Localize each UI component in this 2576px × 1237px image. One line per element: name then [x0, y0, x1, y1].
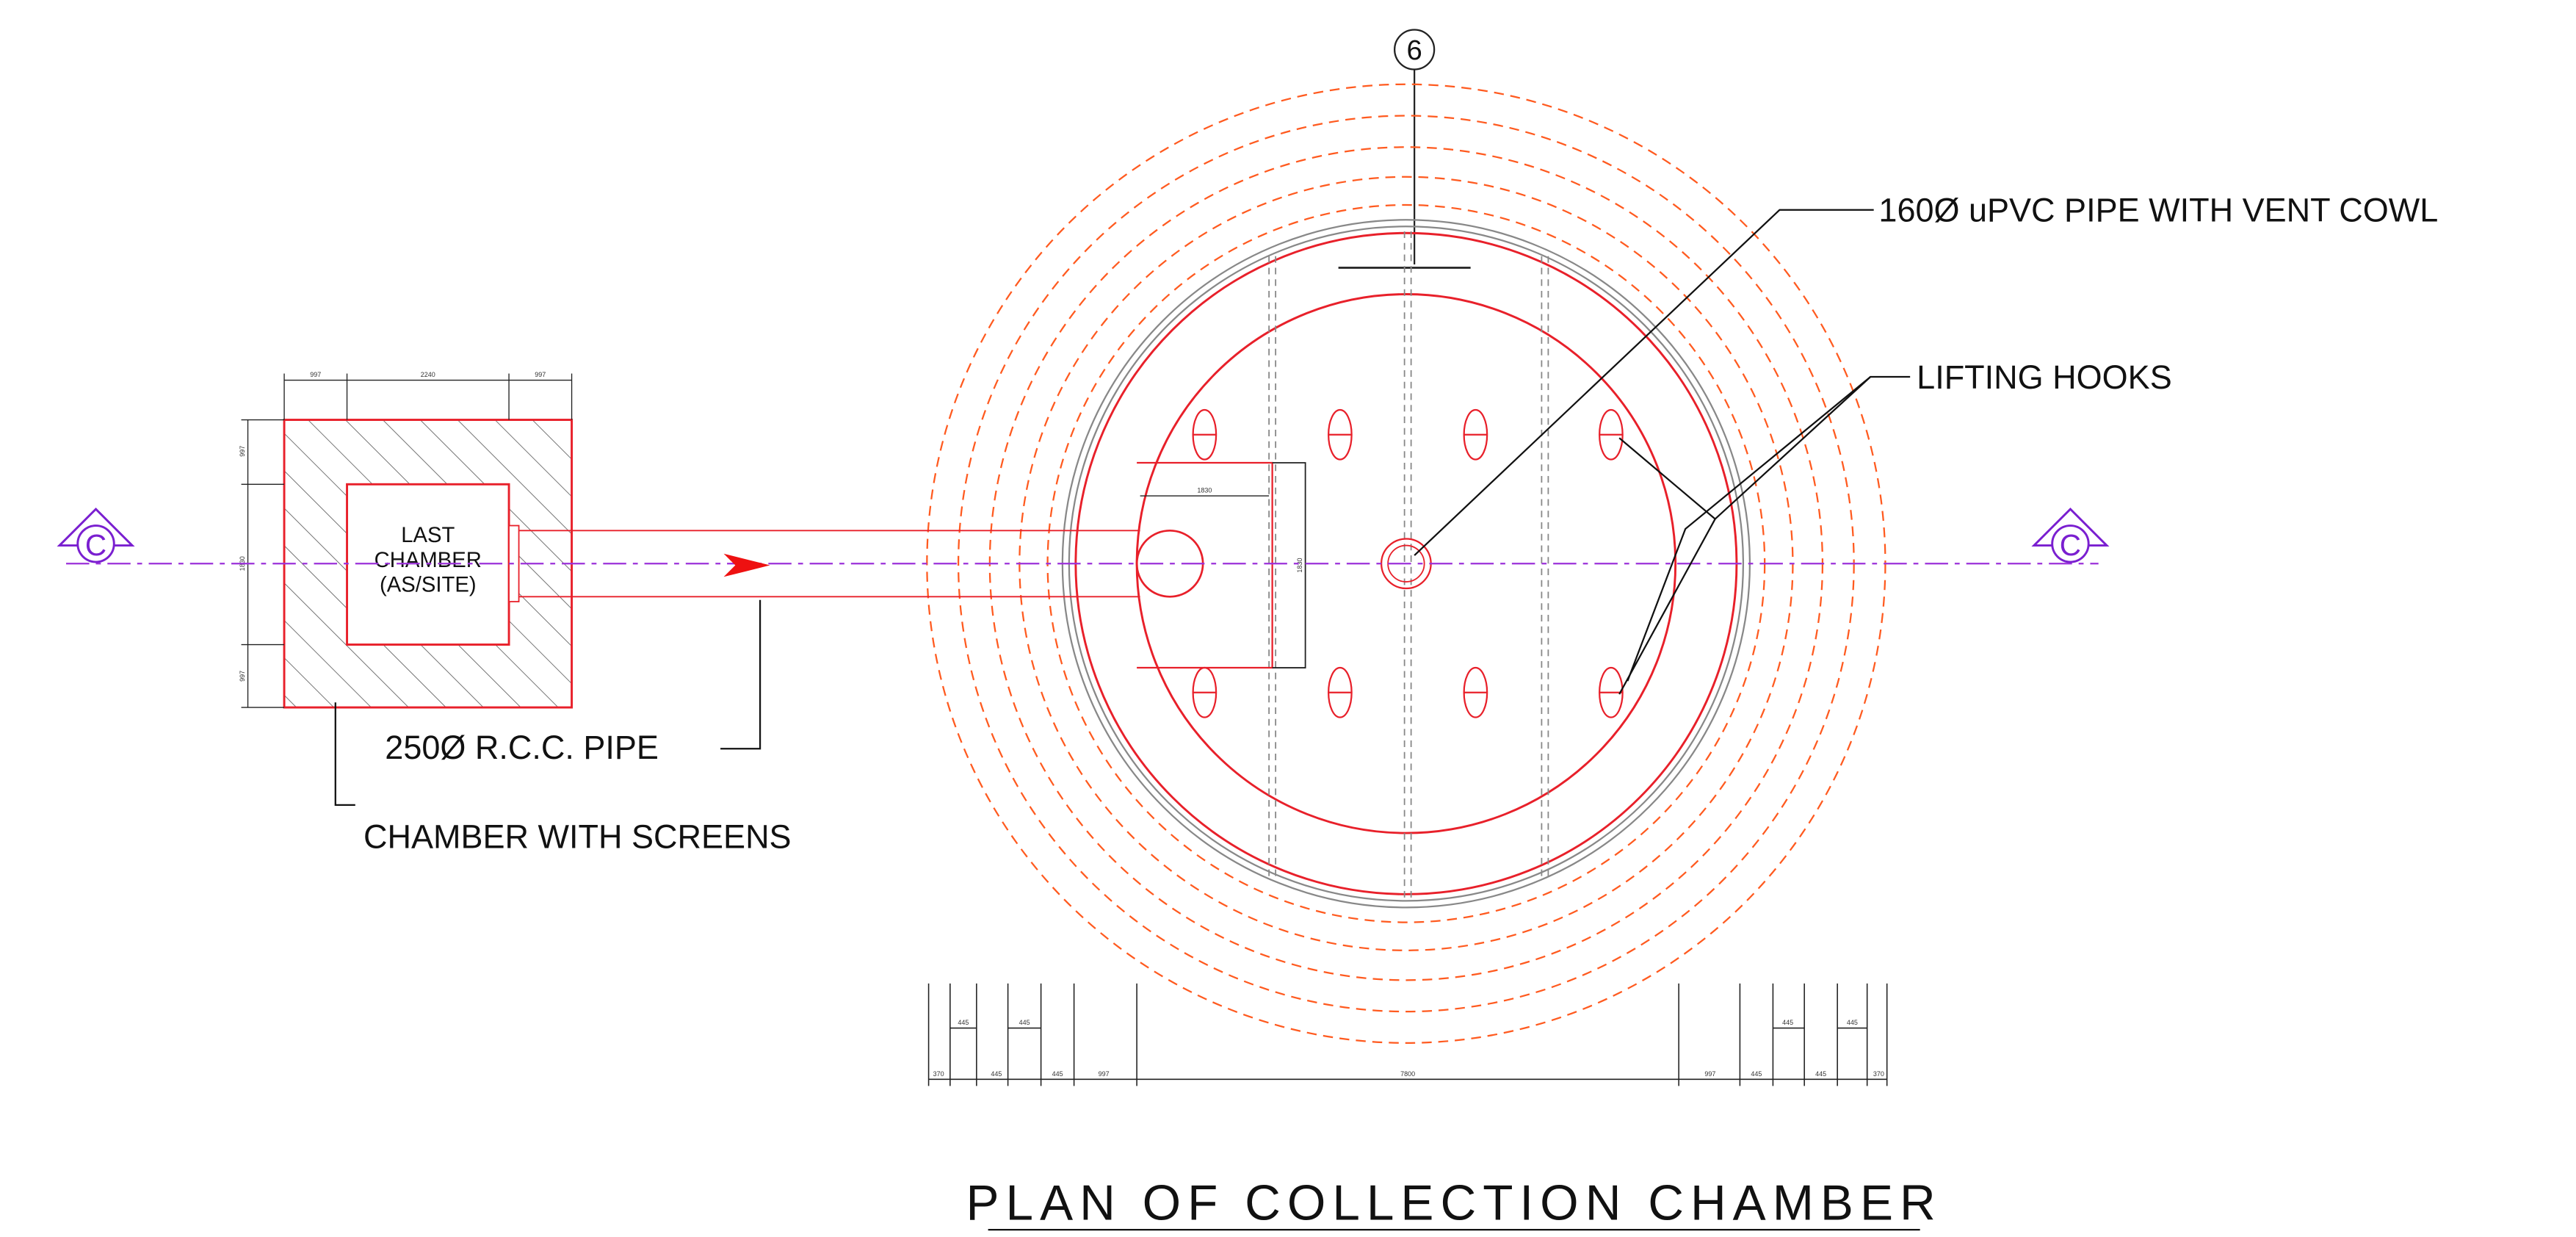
- section-marks: [57, 507, 2110, 563]
- leaders: [334, 209, 1911, 806]
- dim-text: 2240: [421, 371, 435, 378]
- dim-text: 997: [310, 371, 321, 378]
- section-mark: C: [85, 528, 106, 562]
- dim-text: 1830: [1296, 558, 1303, 573]
- rcc-pipe: [518, 530, 1140, 598]
- inlet-baffle: [1135, 461, 1432, 669]
- dim-text: 997: [535, 371, 546, 378]
- dim-text: 445: [1782, 1019, 1793, 1026]
- section-mark: C: [2060, 528, 2081, 562]
- grid-bubble: [1394, 29, 1436, 71]
- dim-text: 445: [1019, 1019, 1030, 1026]
- beam-lines: [1268, 231, 1549, 901]
- label: CHAMBER WITH SCREENS: [363, 818, 792, 855]
- drawing-title: PLAN OF COLLECTION CHAMBER: [966, 1176, 1942, 1231]
- dim-text: 445: [1815, 1070, 1826, 1078]
- dim-text: 445: [1751, 1070, 1762, 1078]
- dim-text: 370: [1873, 1070, 1884, 1078]
- label: LIFTING HOOKS: [1917, 358, 2172, 396]
- flow-arrow: [723, 553, 770, 577]
- bottom-dimension-lines: [927, 983, 1888, 1086]
- chamber-text: (AS/SITE): [380, 574, 477, 597]
- label: 250Ø R.C.C. PIPE: [385, 729, 659, 766]
- dim-text: 1830: [1197, 487, 1212, 494]
- dim-text: 997: [1704, 1070, 1715, 1078]
- dim-text: 445: [991, 1070, 1002, 1078]
- dim-text: 370: [933, 1070, 944, 1078]
- lifting-hooks: [1192, 408, 1624, 718]
- chamber-text: LAST: [401, 524, 455, 547]
- dim-text: 997: [239, 671, 246, 682]
- dim-text: 7800: [1400, 1070, 1415, 1078]
- chamber-text: CHAMBER: [375, 549, 482, 572]
- label: 160Ø uPVC PIPE WITH VENT COWL: [1878, 192, 2438, 229]
- grid-marker: 6: [1406, 35, 1422, 66]
- dim-text: 997: [239, 446, 246, 457]
- dim-text: 445: [958, 1019, 969, 1026]
- dim-text: 997: [1099, 1070, 1110, 1078]
- dim-text: 445: [1847, 1019, 1858, 1026]
- dim-text: 445: [1052, 1070, 1063, 1078]
